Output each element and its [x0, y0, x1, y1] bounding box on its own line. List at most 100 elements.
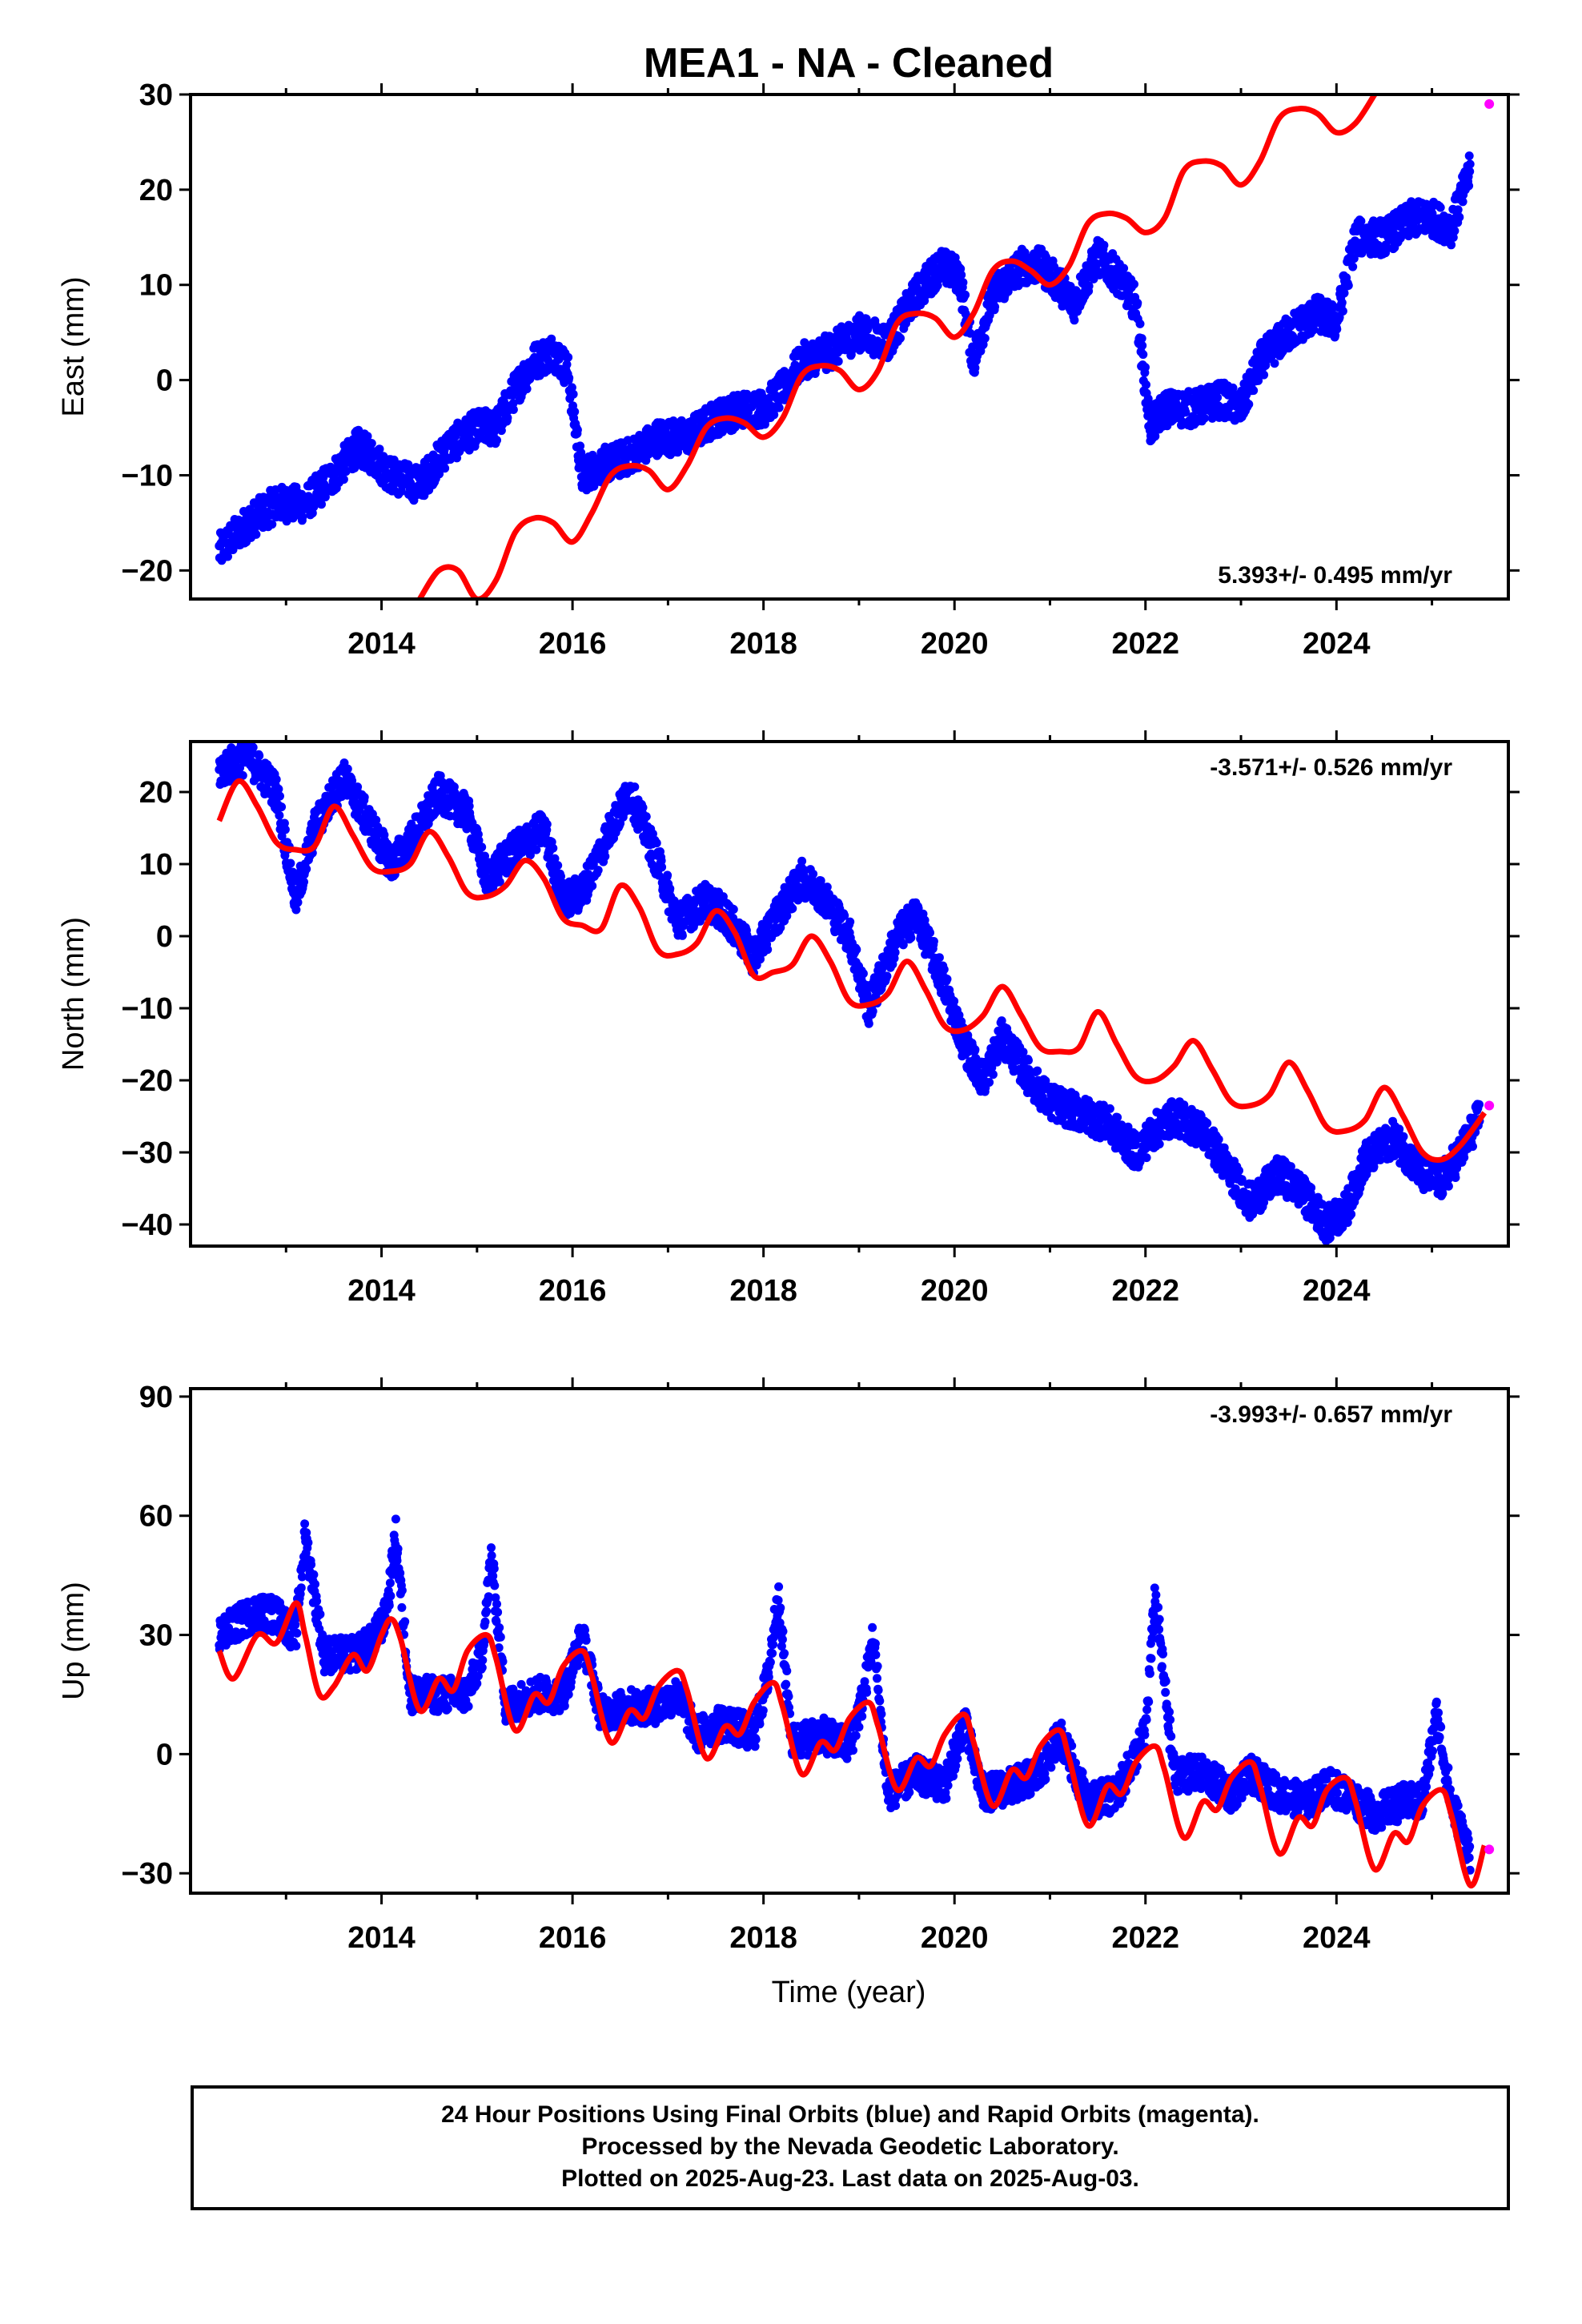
data-point-final-orbit: [567, 383, 576, 392]
data-point-final-orbit: [553, 861, 563, 870]
data-point-final-orbit: [1337, 298, 1347, 308]
data-point-final-orbit: [970, 1045, 980, 1055]
data-point-final-orbit: [816, 876, 825, 886]
data-point-final-orbit: [663, 870, 673, 880]
data-point-final-orbit: [656, 856, 666, 866]
data-point-final-orbit: [652, 838, 661, 848]
data-point-final-orbit: [1254, 376, 1263, 385]
data-point-final-orbit: [495, 877, 504, 887]
data-point-final-orbit: [492, 436, 501, 445]
data-point-final-orbit: [1270, 359, 1279, 368]
data-point-final-orbit: [280, 825, 290, 834]
data-point-final-orbit: [343, 764, 352, 774]
data-point-final-orbit: [729, 914, 738, 923]
data-point-final-orbit: [375, 444, 384, 454]
data-point-final-orbit: [542, 819, 552, 829]
data-point-final-orbit: [274, 784, 283, 794]
data-point-final-orbit: [588, 881, 597, 891]
data-point-final-orbit: [1200, 413, 1209, 423]
data-point-final-orbit: [474, 835, 484, 845]
data-point-final-orbit: [788, 904, 797, 913]
data-point-final-orbit: [756, 955, 765, 964]
data-point-final-orbit: [572, 425, 582, 435]
data-point-final-orbit: [1455, 212, 1464, 222]
x-tick-label: 2024: [1303, 627, 1371, 661]
data-point-final-orbit: [926, 928, 934, 938]
x-tick-label: 2018: [729, 627, 797, 661]
figure-title: MEA1 - NA - Cleaned: [644, 40, 1054, 86]
data-point-final-orbit: [271, 774, 281, 784]
data-point-final-orbit: [508, 405, 518, 414]
data-point-final-orbit: [1464, 181, 1474, 191]
data-point-final-orbit: [958, 278, 968, 287]
data-point-final-orbit: [1259, 370, 1269, 380]
data-point-final-orbit: [1249, 386, 1259, 396]
data-point-final-orbit: [980, 334, 990, 343]
data-point-final-orbit: [665, 884, 675, 894]
data-point-final-orbit: [251, 529, 261, 539]
y-tick-label: 30: [139, 78, 173, 112]
data-point-final-orbit: [1339, 288, 1349, 298]
data-point-final-orbit: [882, 971, 892, 981]
data-point-final-orbit: [1138, 341, 1147, 350]
data-point-final-orbit: [896, 333, 905, 343]
data-point-final-orbit: [359, 793, 369, 802]
data-point-final-orbit: [1332, 324, 1342, 334]
data-point-final-orbit: [1142, 380, 1150, 389]
data-point-final-orbit: [763, 945, 773, 955]
data-point-final-orbit: [1458, 197, 1468, 207]
data-point-final-orbit: [852, 945, 861, 955]
data-point-final-orbit: [1465, 167, 1475, 176]
data-point-final-orbit: [547, 334, 556, 344]
data-point-final-orbit: [1348, 262, 1358, 271]
data-point-final-orbit: [503, 413, 512, 423]
data-point-final-orbit: [238, 770, 247, 780]
data-point-final-orbit: [440, 464, 450, 473]
x-tick-label: 2020: [921, 627, 989, 661]
data-point-final-orbit: [1338, 307, 1347, 316]
data-point-final-orbit: [464, 802, 474, 811]
data-point-final-orbit: [477, 842, 487, 852]
data-point-final-orbit: [840, 911, 849, 920]
data-point-final-orbit: [1309, 325, 1319, 335]
data-point-final-orbit: [942, 975, 952, 984]
data-point-final-orbit: [950, 996, 959, 1006]
data-point-final-orbit: [939, 965, 949, 974]
y-tick-label: 0: [156, 364, 173, 398]
data-point-final-orbit: [556, 871, 565, 881]
x-tick-label: 2014: [347, 627, 416, 661]
data-point-final-orbit: [532, 845, 541, 854]
data-point-final-orbit: [568, 389, 578, 399]
data-point-final-orbit: [1018, 1047, 1028, 1057]
data-point-final-orbit: [576, 441, 585, 451]
data-point-final-orbit: [277, 802, 287, 812]
data-point-rapid-orbit: [1484, 99, 1495, 109]
data-point-final-orbit: [522, 384, 532, 394]
data-point-final-orbit: [564, 352, 573, 362]
y-tick-label: 20: [139, 174, 173, 207]
data-point-final-orbit: [864, 1019, 873, 1028]
data-point-final-orbit: [797, 856, 807, 866]
data-point-final-orbit: [1244, 400, 1254, 409]
data-point-final-orbit: [593, 866, 603, 875]
data-point-final-orbit: [1119, 263, 1129, 273]
data-point-final-orbit: [1098, 1100, 1108, 1110]
y-tick-label: −10: [122, 459, 173, 493]
data-point-final-orbit: [1133, 298, 1142, 308]
y-tick-label: 10: [139, 269, 173, 303]
data-point-final-orbit: [406, 478, 416, 488]
data-point-final-orbit: [1084, 281, 1094, 291]
data-point-final-orbit: [997, 1016, 1006, 1026]
data-point-final-orbit: [1356, 216, 1366, 226]
data-point-final-orbit: [638, 802, 648, 812]
data-point-final-orbit: [657, 862, 667, 872]
data-point-final-orbit: [1024, 1055, 1033, 1065]
data-point-final-orbit: [1343, 281, 1353, 290]
data-point-final-orbit: [833, 356, 843, 366]
data-point-final-orbit: [1184, 387, 1194, 396]
data-point-final-orbit: [630, 782, 640, 792]
data-point-final-orbit: [988, 1070, 998, 1080]
data-point-final-orbit: [1464, 151, 1474, 161]
x-tick-label: 2022: [1111, 627, 1179, 661]
